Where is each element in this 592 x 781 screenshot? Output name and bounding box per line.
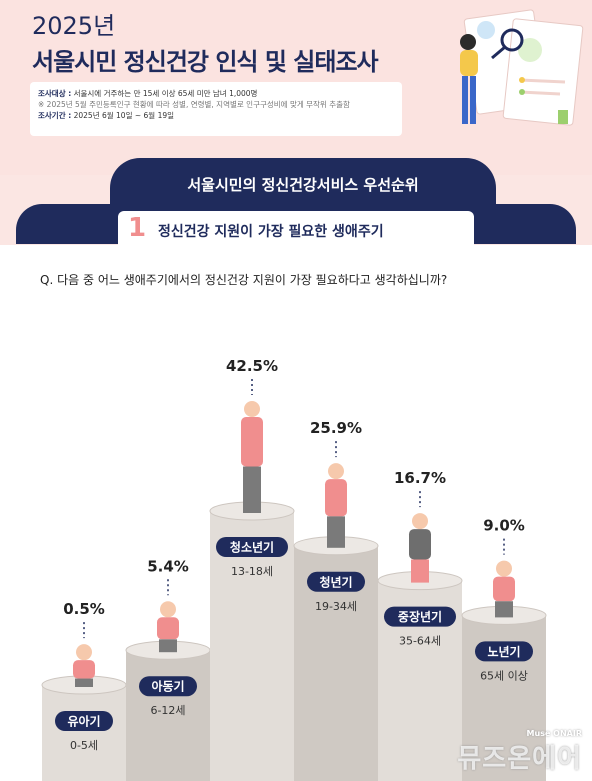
value-label-0: 0.5% xyxy=(63,600,105,618)
category-label-3: 청년기 xyxy=(319,574,352,589)
subject-text: 서울시에 거주하는 만 15세 이상 65세 미만 남녀 1,000명 xyxy=(73,89,258,98)
category-label-0: 유아기 xyxy=(67,714,100,729)
figure-head-4 xyxy=(412,513,428,530)
value-label-3: 25.9% xyxy=(310,419,362,437)
figure-legs-4 xyxy=(411,559,429,583)
survey-info-box: 조사대상 : 서울시에 거주하는 만 15세 이상 65세 미만 남녀 1,00… xyxy=(30,82,402,136)
value-label-4: 16.7% xyxy=(394,469,446,487)
age-range-4: 35-64세 xyxy=(399,635,441,648)
subject-note: ※ 2025년 5월 주민등록인구 현황에 따라 성별, 연령별, 지역별로 인… xyxy=(38,100,350,109)
category-label-1: 아동기 xyxy=(151,679,184,694)
category-pill-5 xyxy=(475,641,533,662)
figure-body-2 xyxy=(241,417,263,467)
figure-body-5 xyxy=(493,576,515,602)
watermark-sub: Muse ONAIR xyxy=(526,729,582,738)
survey-illustration-icon xyxy=(460,9,584,126)
watermark-brand: 뮤즈온에어 xyxy=(457,744,582,774)
period-text: 2025년 6월 10일 ~ 6월 19일 xyxy=(73,111,175,120)
category-label-2: 청소년기 xyxy=(230,540,274,555)
value-label-2: 42.5% xyxy=(226,357,278,375)
period-label: 조사기간 : xyxy=(38,111,72,120)
subtitle-pill: 1 정신건강 지원이 가장 필요한 생애주기 xyxy=(118,211,474,247)
figure-body-4 xyxy=(409,529,431,560)
category-label-5: 노년기 xyxy=(487,644,520,659)
figure-body-1 xyxy=(157,617,179,640)
page-title: 서울시민 정신건강 인식 및 실태조사 xyxy=(32,48,379,76)
bar-0 xyxy=(42,685,126,781)
figure-body-3 xyxy=(325,479,347,517)
bar-1 xyxy=(126,650,210,781)
category-label-4: 중장년기 xyxy=(398,609,442,624)
figure-legs-1 xyxy=(159,639,177,653)
survey-question: Q. 다음 중 어느 생애주기에서의 정신건강 지원이 가장 필요하다고 생각하… xyxy=(40,273,448,287)
life-stage-chart: 0.5% 유아기 0-5세 5.4% 아동기 6-12세 42.5% 청소년기 13-18세 25… xyxy=(41,357,547,781)
watermark: Muse ONAIR 뮤즈온에어 xyxy=(457,729,582,775)
figure-legs-2 xyxy=(243,466,261,513)
subtitle-text: 정신건강 지원이 가장 필요한 생애주기 xyxy=(158,224,384,240)
figure-legs-0 xyxy=(75,678,93,687)
value-label-1: 5.4% xyxy=(147,557,189,575)
figure-head-0 xyxy=(76,644,92,661)
figure-body-0 xyxy=(73,660,95,679)
category-pill-1 xyxy=(139,676,197,697)
survey-year: 2025년 xyxy=(32,12,116,40)
section-title: 서울시민의 정신건강서비스 우선순위 xyxy=(187,176,419,194)
figure-legs-5 xyxy=(495,601,513,618)
age-range-5: 65세 이상 xyxy=(480,669,528,682)
category-pill-2 xyxy=(216,537,288,557)
category-pill-4 xyxy=(384,606,456,627)
age-range-0: 0-5세 xyxy=(70,739,98,752)
hero-banner: 2025년 서울시민 정신건강 인식 및 실태조사 조사대상 : 서울시에 거주… xyxy=(0,0,592,175)
subtitle-number: 1 xyxy=(128,213,147,243)
category-pill-0 xyxy=(55,711,113,731)
age-range-1: 6-12세 xyxy=(150,704,185,717)
age-range-3: 19-34세 xyxy=(315,600,357,613)
value-label-5: 9.0% xyxy=(483,517,525,535)
figure-head-2 xyxy=(244,401,260,417)
category-pill-3 xyxy=(307,571,365,592)
figure-legs-3 xyxy=(327,516,345,548)
figure-head-3 xyxy=(328,463,344,480)
section-header: 서울시민의 정신건강서비스 우선순위 xyxy=(110,158,496,212)
figure-head-5 xyxy=(496,560,512,577)
chart-area: Q. 다음 중 어느 생애주기에서의 정신건강 지원이 가장 필요하다고 생각하… xyxy=(0,245,592,781)
age-range-2: 13-18세 xyxy=(231,565,273,578)
subject-label: 조사대상 : xyxy=(38,89,72,98)
figure-head-1 xyxy=(160,601,176,618)
